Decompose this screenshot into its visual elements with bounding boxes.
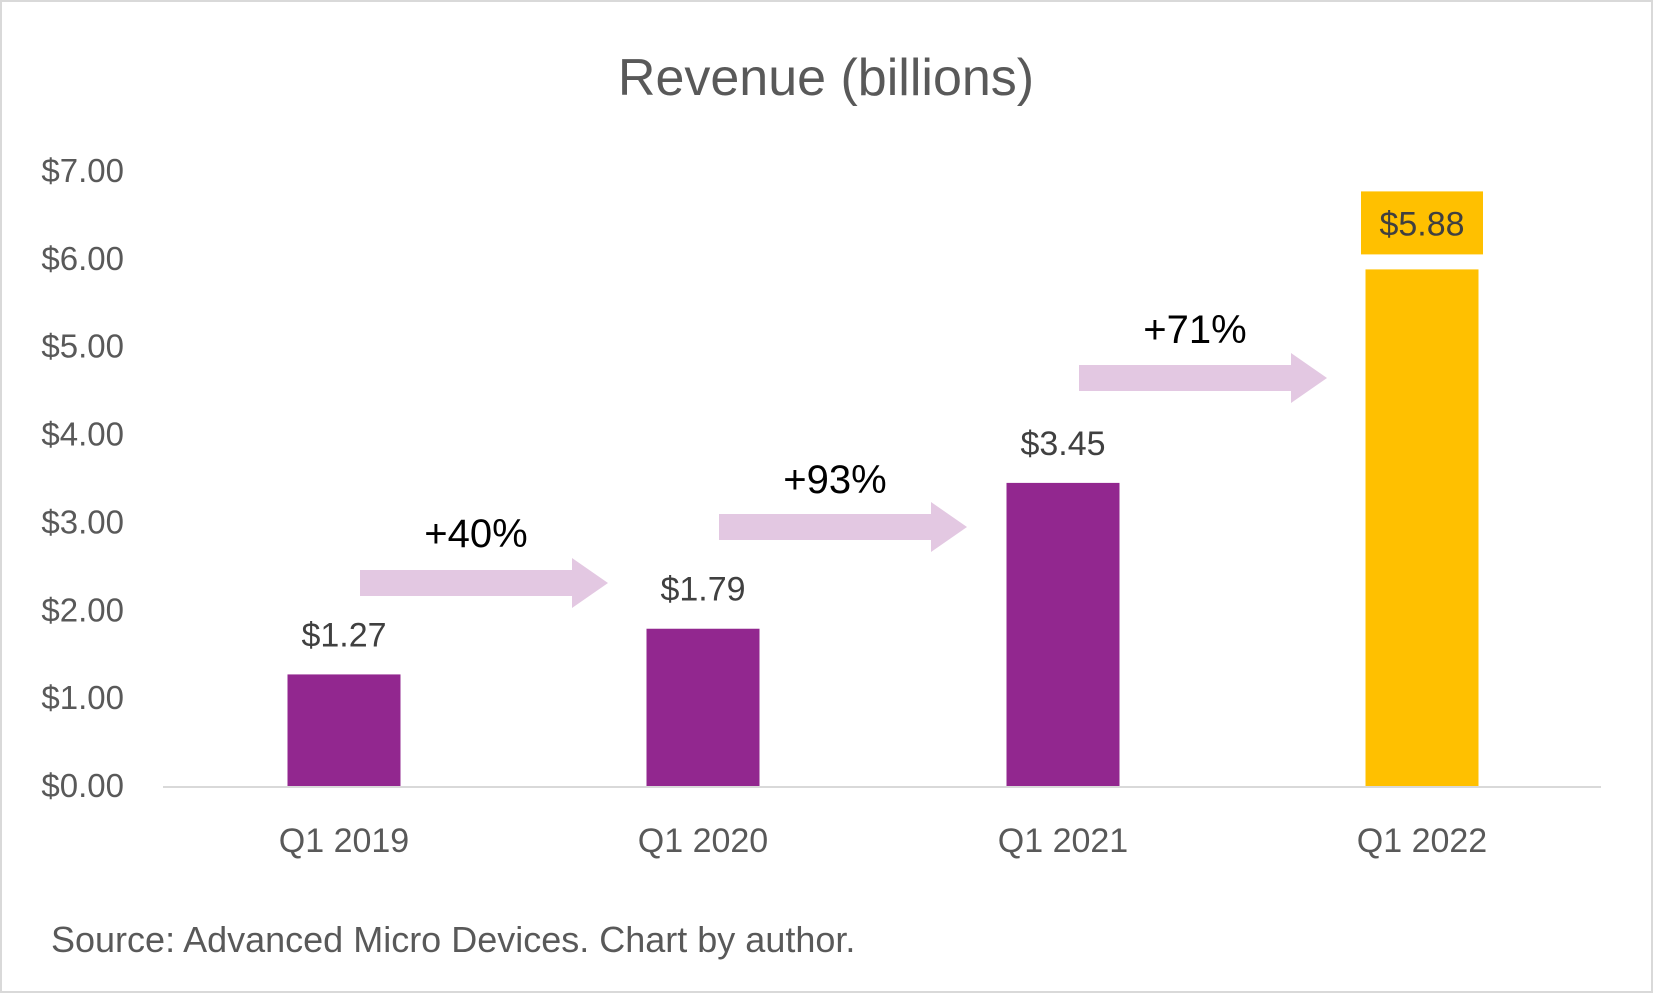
data-label: $1.27: [301, 616, 386, 654]
y-tick-label: $3.00: [41, 503, 124, 540]
data-label: $3.45: [1020, 425, 1105, 463]
y-tick-label: $6.00: [41, 240, 124, 277]
bar: [1006, 482, 1120, 786]
x-tick-label: Q1 2019: [279, 822, 409, 860]
data-label: $5.88: [1379, 205, 1464, 243]
bar: [646, 628, 760, 786]
growth-label: +40%: [424, 512, 527, 556]
y-tick-label: $7.00: [41, 152, 124, 189]
bar: [1365, 269, 1479, 786]
y-axis: $0.00 $1.00 $2.00 $3.00 $4.00 $5.00 $6.00 $7.00: [41, 152, 124, 804]
bars: $1.27 $1.79 $3.45 $5.88: [287, 191, 1483, 786]
growth-arrows: +40% +93% +71%: [360, 308, 1327, 608]
y-tick-label: $0.00: [41, 767, 124, 804]
chart-title: Revenue (billions): [618, 49, 1034, 107]
source-note: Source: Advanced Micro Devices. Chart by…: [51, 919, 855, 960]
x-axis: Q1 2019 Q1 2020 Q1 2021 Q1 2022: [279, 822, 1487, 860]
y-tick-label: $5.00: [41, 328, 124, 365]
y-tick-label: $4.00: [41, 416, 124, 453]
growth-label: +71%: [1143, 308, 1246, 352]
growth-label: +93%: [783, 458, 886, 502]
bar: [287, 674, 401, 786]
x-tick-label: Q1 2022: [1357, 822, 1487, 860]
growth-arrow-icon: [1079, 353, 1327, 403]
growth-arrow-icon: [719, 502, 967, 552]
x-tick-label: Q1 2021: [998, 822, 1128, 860]
growth-arrow-icon: [360, 558, 608, 608]
x-tick-label: Q1 2020: [638, 822, 768, 860]
data-label: $1.79: [660, 571, 745, 609]
y-tick-label: $2.00: [41, 591, 124, 628]
data-label-highlight: [1361, 191, 1483, 255]
y-tick-label: $1.00: [41, 679, 124, 716]
